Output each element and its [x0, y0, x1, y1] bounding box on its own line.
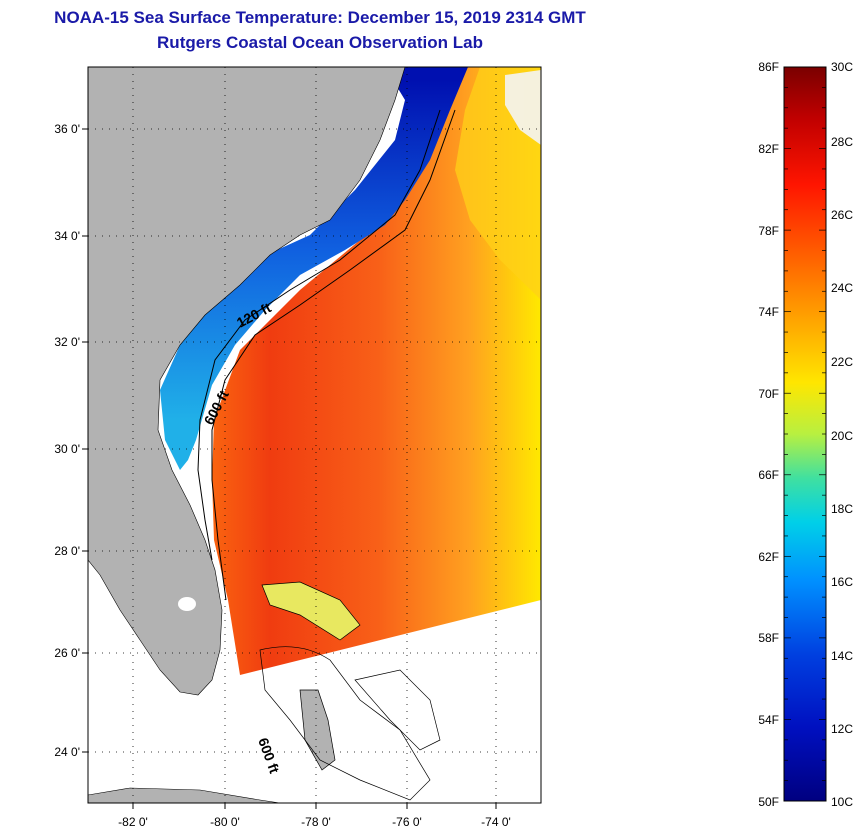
colorbar-c-label: 14C: [831, 649, 853, 663]
colorbar-c-label: 26C: [831, 208, 853, 222]
colorbar-c-label: 24C: [831, 281, 853, 295]
colorbar-c-label: 20C: [831, 429, 853, 443]
colorbar-f-label: 54F: [758, 713, 779, 727]
colorbar-f-label: 82F: [758, 142, 779, 156]
bahamas-bank-contour-east: [354, 669, 441, 751]
colorbar-c-label: 18C: [831, 502, 853, 516]
land-mass: [88, 67, 406, 696]
colorbar-f-label: 58F: [758, 631, 779, 645]
lat-label: 32 0': [54, 335, 80, 349]
lat-label: 28 0': [54, 544, 80, 558]
colorbar-f-label: 70F: [758, 387, 779, 401]
map-frame: [87, 66, 542, 804]
cloud-patch: [505, 70, 541, 145]
colorbar-c-label: 30C: [831, 60, 853, 74]
bahamas-bank-contour: [259, 646, 431, 801]
lon-label: -74 0': [481, 815, 511, 829]
bahamas-bank-north: [261, 581, 361, 641]
colorbar-f-label: 86F: [758, 60, 779, 74]
lon-label: -76 0': [392, 815, 422, 829]
colorbar-f-label: 74F: [758, 305, 779, 319]
lat-label: 30 0': [54, 442, 80, 456]
lat-label: 36 0': [54, 122, 80, 136]
colorbar-ticks: [784, 66, 826, 802]
sst-swath: [212, 67, 541, 675]
lat-label: 24 0': [54, 745, 80, 759]
colorbar-c-label: 28C: [831, 135, 853, 149]
lon-label: -82 0': [118, 815, 148, 829]
map-title: NOAA-15 Sea Surface Temperature: Decembe…: [54, 8, 586, 27]
map-ticks: [82, 128, 497, 809]
colorbar-f-label: 50F: [758, 795, 779, 809]
colorbar-f-label: 62F: [758, 550, 779, 564]
colorbar-c-label: 16C: [831, 575, 853, 589]
colorbar-c-label: 12C: [831, 722, 853, 736]
isobath-120ft: [197, 109, 441, 561]
lat-label: 34 0': [54, 229, 80, 243]
lat-label: 26 0': [54, 646, 80, 660]
colorbar-c-label: 10C: [831, 795, 853, 809]
lon-label: -80 0': [210, 815, 240, 829]
colorbar-c-label: 22C: [831, 355, 853, 369]
sst-cold-shelf: [160, 67, 468, 470]
lon-label: -78 0': [301, 815, 331, 829]
cuba-landmass: [88, 787, 281, 803]
lake-okeechobee: [178, 597, 196, 611]
map-subtitle: Rutgers Coastal Ocean Observation Lab: [157, 33, 483, 52]
colorbar-f-label: 66F: [758, 468, 779, 482]
colorbar-f-label: 78F: [758, 224, 779, 238]
colorbar: [783, 66, 827, 802]
isobath-600ft: [211, 109, 456, 601]
